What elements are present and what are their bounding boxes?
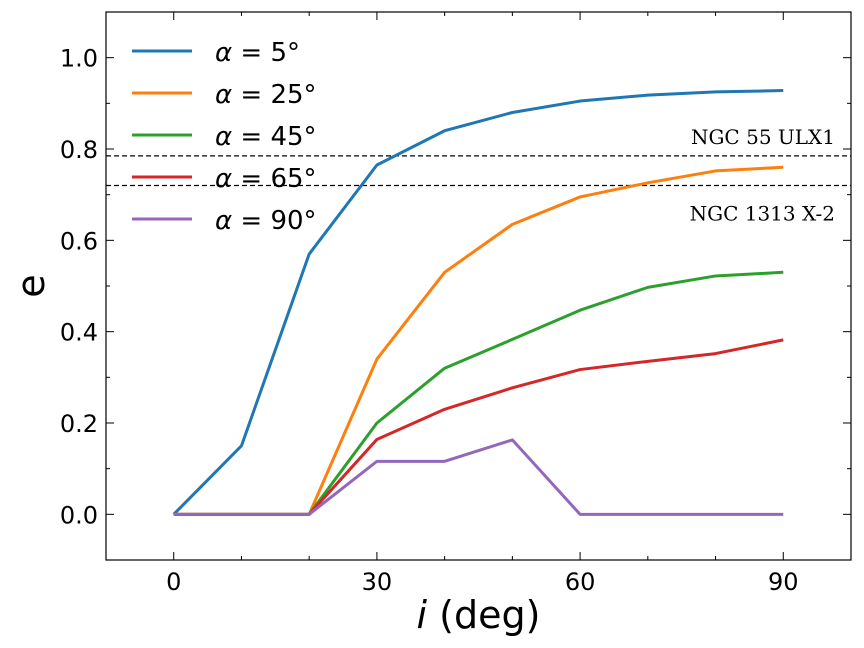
legend-symbol: α xyxy=(215,206,232,236)
series-line xyxy=(173,270,784,516)
y-tick-label: 0.2 xyxy=(60,410,98,438)
y-tick-label: 1.0 xyxy=(60,45,98,73)
reference-label: NGC 55 ULX1 xyxy=(691,125,835,149)
legend-value: = 90° xyxy=(232,206,316,236)
legend-label: α = 65° xyxy=(215,164,317,194)
series-line xyxy=(172,89,784,516)
x-tick-label: 60 xyxy=(565,568,596,596)
legend-symbol: α xyxy=(215,164,232,194)
x-tick-label: 0 xyxy=(166,568,181,596)
legend-value: = 25° xyxy=(232,80,316,110)
legend-label: α = 25° xyxy=(215,80,317,110)
legend-symbol: α xyxy=(215,38,232,68)
legend-label: α = 45° xyxy=(215,122,317,152)
legend-value: = 65° xyxy=(232,164,316,194)
y-tick-label: 0.8 xyxy=(60,136,98,164)
reference-label: NGC 1313 X-2 xyxy=(690,202,835,226)
series-line xyxy=(173,438,784,516)
legend-symbol: α xyxy=(215,122,232,152)
legend-label: α = 5° xyxy=(215,38,300,68)
series-line xyxy=(173,338,784,516)
x-axis-label: i (deg) xyxy=(417,593,541,637)
legend-value: = 45° xyxy=(232,122,316,152)
x-axis-unit: (deg) xyxy=(427,593,540,637)
x-tick-label: 90 xyxy=(768,568,799,596)
y-tick-label: 0.6 xyxy=(60,227,98,255)
y-axis-label: e xyxy=(9,274,53,297)
legend-symbol: α xyxy=(215,80,232,110)
y-tick-label: 0.0 xyxy=(60,501,98,529)
legend-label: α = 90° xyxy=(215,206,317,236)
legend: α = 5°α = 25°α = 45°α = 65°α = 90° xyxy=(132,38,317,236)
x-axis-symbol: i xyxy=(417,593,428,637)
legend-value: = 5° xyxy=(232,38,300,68)
plot-area: 0 30 60 90 0.0 0.2 0.4 0.6 0.8 1.0 i (deg) e NGC 55 … xyxy=(9,11,852,637)
x-tick-label: 30 xyxy=(362,568,393,596)
y-tick-label: 0.4 xyxy=(60,319,98,347)
